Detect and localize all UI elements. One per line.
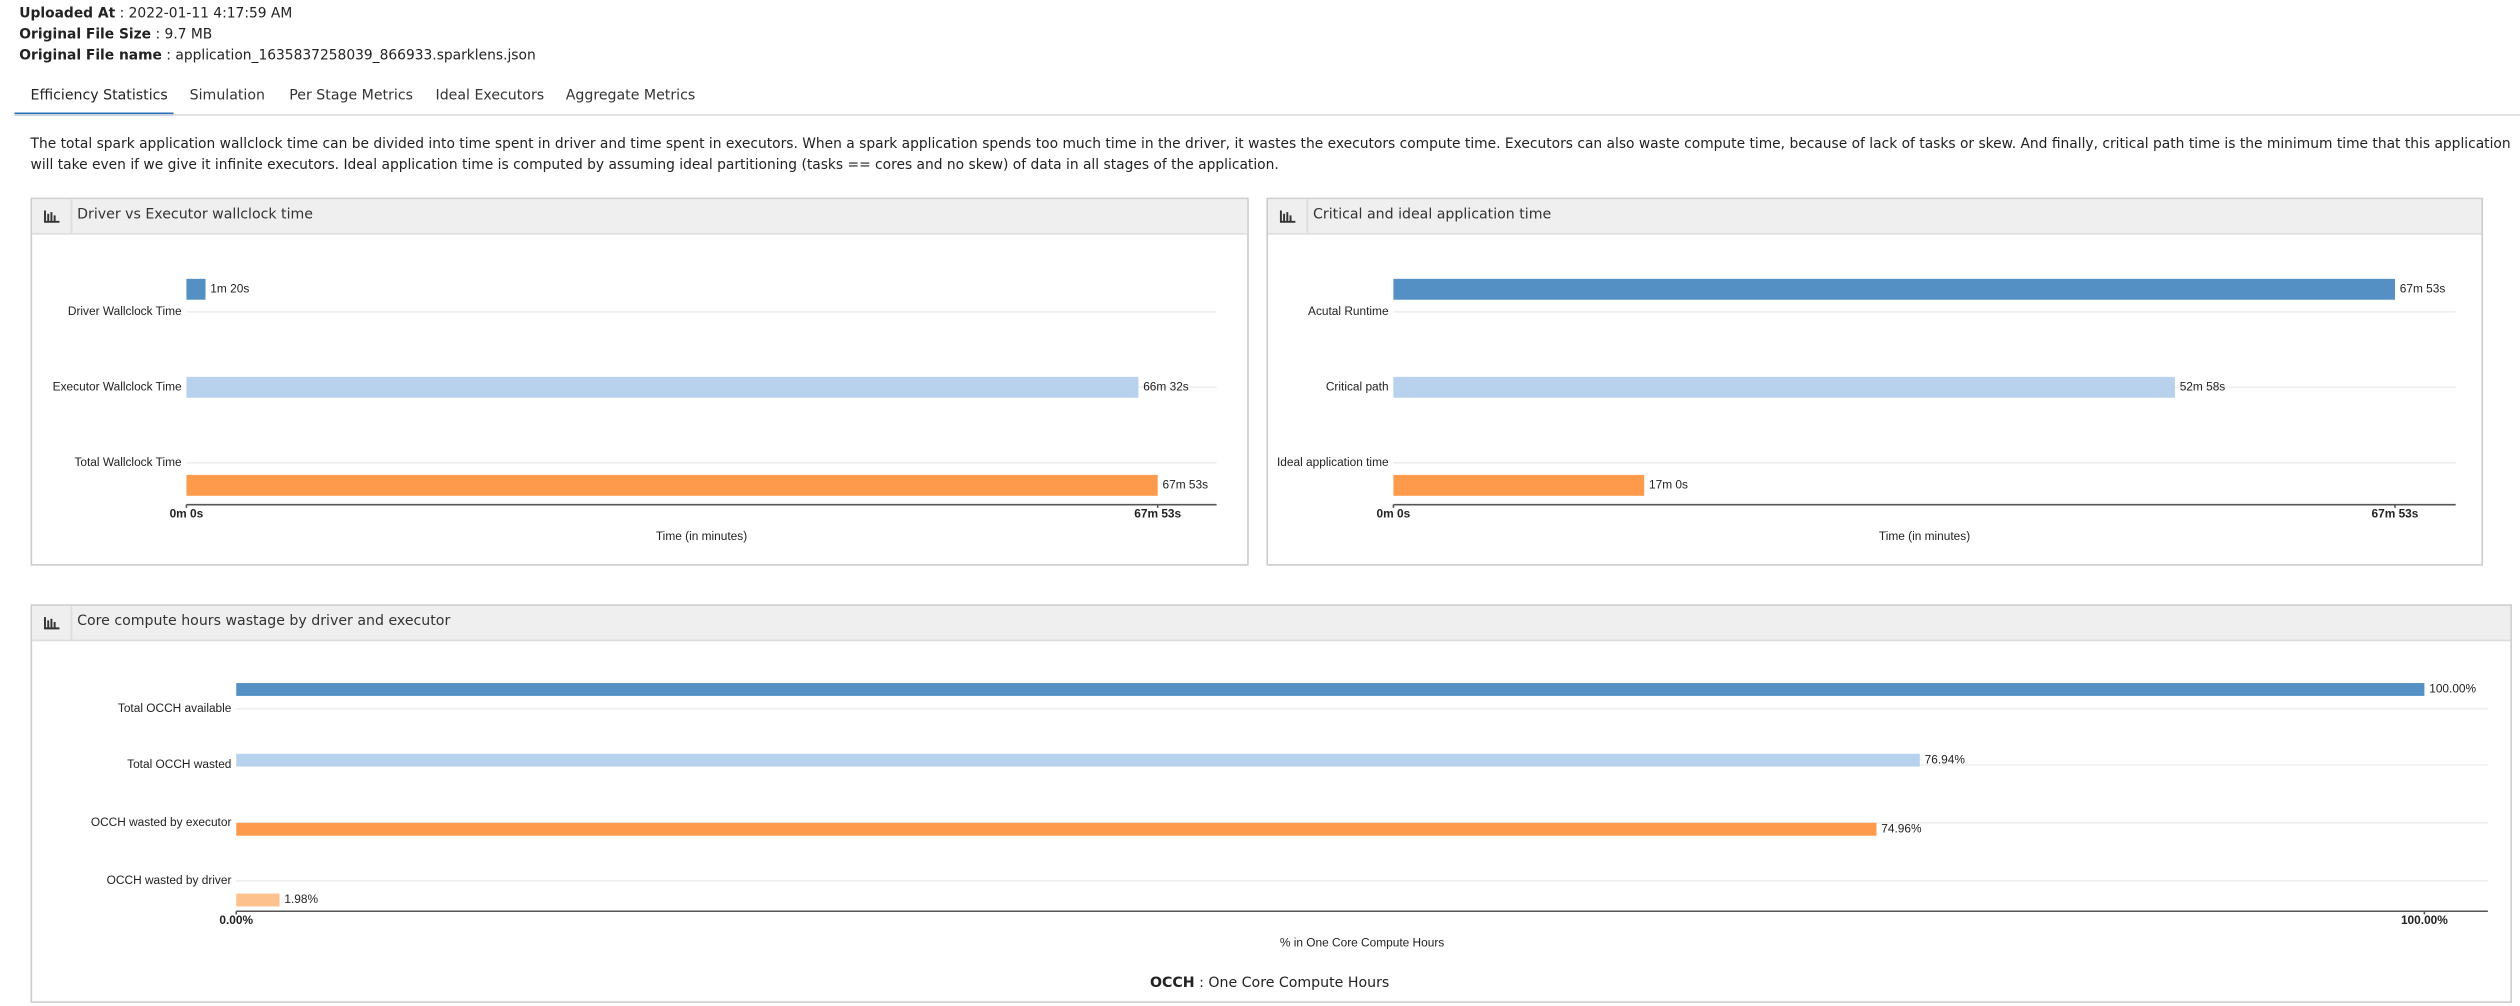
x-axis-label: Time (in minutes) [656,529,747,543]
value-label: 66m 32s [1143,379,1189,393]
bar [186,474,1158,496]
header-line: Uploaded At : 2022-01-11 4:17:59 AM [19,6,292,22]
value-label: 67m 53s [2400,281,2446,295]
tab[interactable]: Ideal Executors [435,88,545,105]
bar [1393,376,2175,398]
x-tick-label: 0m 0s [1377,506,1411,520]
header-line: Original File Size : 9.7 MB [19,27,212,43]
footnote: OCCH : One Core Compute Hours [0,976,2520,992]
chart-icon [1268,199,1309,234]
field-label: Original File Size [19,27,152,44]
panel-header: Core compute hours wastage by driver and… [32,605,2511,642]
field-sep: : [119,6,125,23]
value-label: 100.00% [2429,682,2476,696]
tab[interactable]: Aggregate Metrics [565,88,696,105]
x-tick-label: 0.00% [219,913,253,927]
value-label: 1.98% [284,892,318,906]
category-label: Acutal Runtime [1308,304,1389,318]
bar [186,278,206,300]
panel-header: Critical and ideal application time [1268,199,2482,235]
category-label: Total Wallclock Time [74,455,182,469]
bar [1393,474,1645,496]
category-label: Critical path [1326,379,1389,393]
field-label: Original File name [19,48,162,65]
x-axis-label: % in One Core Compute Hours [1280,936,1444,950]
tab[interactable]: Simulation [189,88,265,105]
panel-title: Critical and ideal application time [1313,207,1552,224]
value-label: 76.94% [1925,752,1966,766]
value-label: 52m 58s [2180,379,2226,393]
header-line: Original File name : application_1635837… [19,48,535,64]
value-label: 74.96% [1881,821,1922,835]
tab[interactable]: Efficiency Statistics [30,88,168,105]
category-label: Executor Wallclock Time [53,379,182,393]
x-tick-label: 67m 53s [2372,506,2419,520]
field-sep: : [155,27,161,44]
bar [236,753,1920,767]
panel-title: Driver vs Executor wallclock time [77,207,314,224]
value-label: 1m 20s [210,281,249,295]
chart-icon [32,199,73,234]
bar [236,822,1877,836]
field-sep: : [166,48,171,65]
field-value: 9.7 MB [164,27,213,44]
field-label: Uploaded At [19,6,116,23]
category-label: Total OCCH available [118,701,232,715]
category-label: OCCH wasted by driver [107,873,232,887]
x-tick-label: 100.00% [2401,913,2448,927]
value-label: 17m 0s [1649,477,1688,491]
panel-title: Core compute hours wastage by driver and… [77,613,451,631]
category-label: OCCH wasted by executor [91,815,232,829]
bar [236,683,2425,696]
panel-header: Driver vs Executor wallclock time [32,199,1248,235]
description: The total spark application wallclock ti… [30,136,2511,174]
chart-icon [32,605,73,640]
x-tick-label: 67m 53s [1134,506,1181,520]
tab[interactable]: Per Stage Metrics [289,88,413,105]
bar [186,376,1139,398]
category-label: Total OCCH wasted [127,757,231,771]
field-value: application_1635837258039_866933.sparkle… [175,48,536,65]
value-label: 67m 53s [1163,477,1209,491]
x-tick-label: 0m 0s [170,506,204,520]
footnote-term: OCCH [1150,975,1195,992]
field-value: 2022-01-11 4:17:59 AM [128,6,293,23]
bar [236,893,280,907]
category-label: Driver Wallclock Time [68,304,182,318]
category-label: Ideal application time [1277,455,1389,469]
footnote-def: One Core Compute Hours [1208,975,1390,992]
panel: Core compute hours wastage by driver and… [30,604,2512,1003]
footnote-sep: : [1199,975,1204,992]
x-axis-label: Time (in minutes) [1879,529,1970,543]
bar [1393,278,2395,300]
tab-rule [14,114,2520,116]
